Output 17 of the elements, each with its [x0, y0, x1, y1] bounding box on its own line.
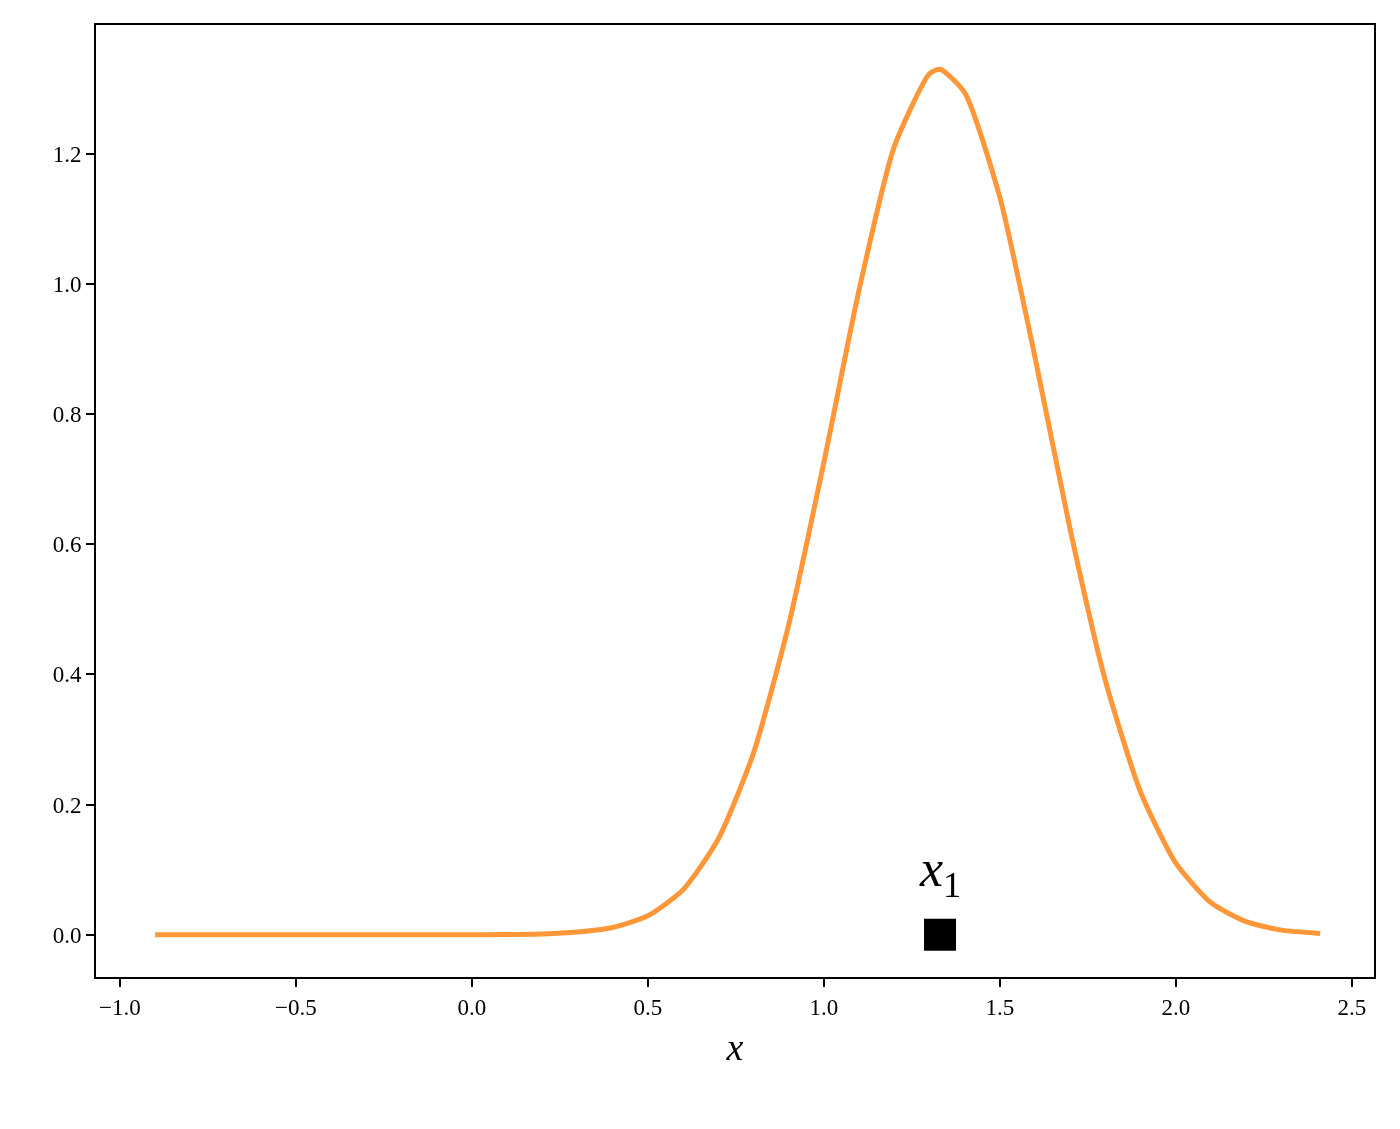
y-tick-label: 0.0	[52, 922, 82, 948]
x-tick-label: 0.5	[633, 994, 663, 1020]
y-tick-label: 0.6	[52, 532, 82, 558]
x-tick-label: 2.5	[1337, 994, 1367, 1020]
x-tick-label: 1.0	[809, 994, 839, 1020]
x-tick-label: 1.5	[985, 994, 1015, 1020]
y-tick-label: 1.2	[52, 141, 82, 167]
x-tick-label: −0.5	[275, 994, 317, 1020]
annotation: x$_{1}$	[919, 840, 962, 905]
y-tick-label: 0.8	[52, 402, 82, 428]
y-tick-label: 1.0	[52, 272, 82, 298]
x-tick-label: 0.0	[457, 994, 487, 1020]
x-tick-label: 2.0	[1161, 994, 1191, 1020]
x-tick-label: −1.0	[99, 994, 141, 1020]
y-tick-label: 0.2	[52, 792, 82, 818]
x-axis-title: x	[725, 1026, 744, 1069]
y-tick-label: 0.4	[52, 662, 82, 688]
